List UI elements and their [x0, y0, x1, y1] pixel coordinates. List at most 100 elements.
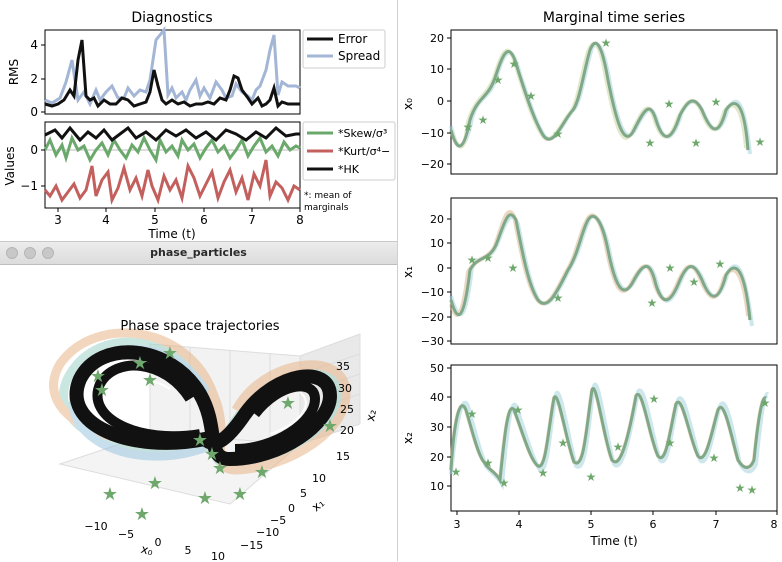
observation-star: ★: [664, 97, 675, 111]
observation-star: ★: [478, 113, 489, 127]
mean-line: [449, 213, 752, 321]
x2-tick-label: 35: [336, 360, 350, 373]
observation-star: ★: [558, 436, 569, 450]
marg-xtick-label: 8: [771, 518, 778, 531]
panel-ylabel: x₀: [401, 98, 415, 110]
phase-window-title: phase_particles: [150, 246, 247, 259]
error-line: [44, 39, 300, 109]
diag-xtick-label: 6: [200, 213, 208, 227]
particle-star: ★: [204, 444, 220, 465]
ytick-label: −20: [421, 311, 444, 324]
marg-xtick-label: 5: [588, 518, 595, 531]
mean-line: [449, 41, 750, 151]
marg-xtick-label: 6: [650, 518, 657, 531]
observation-star: ★: [553, 127, 564, 141]
close-window-button[interactable]: [6, 247, 18, 259]
observation-star: ★: [647, 296, 658, 310]
marginal-panel-x1: ★ ★ ★ ★ ★ ★ ★ ★ 20 10 0 −10 −20 −30 x₁: [401, 197, 778, 348]
observation-star: ★: [538, 466, 549, 480]
observation-star: ★: [586, 470, 597, 484]
rms-ytick-label: 4: [30, 38, 38, 52]
ytick-label: 0: [437, 262, 444, 275]
marginal-time-series-window[interactable]: Marginal time series ★ ★ ★ ★ ★ ★ ★ ★ ★ ★: [397, 0, 782, 561]
legend-label-spread: Spread: [338, 49, 380, 63]
legend-label-kurt: *Kurt/σ⁴−: [338, 145, 390, 158]
diag-xtick-label: 3: [54, 213, 62, 227]
ytick-label: 50: [430, 362, 444, 375]
panel-frame: [450, 364, 778, 512]
x2-tick-label: 20: [340, 424, 354, 437]
particle-star: ★: [280, 393, 296, 414]
x0-tick-label: 10: [211, 550, 225, 562]
x0-tick-label: 0: [155, 536, 162, 549]
observation-star: ★: [760, 396, 771, 410]
values-legend: *Skew/σ³ *Kurt/σ⁴− *HK: [302, 121, 396, 181]
panel-ylabel: x₂: [401, 432, 415, 444]
particle-stars: ★ ★ ★ ★ ★ ★ ★ ★ ★ ★ ★ ★ ★ ★ ★ ★: [90, 343, 338, 525]
particle-star: ★: [94, 380, 110, 401]
observation-star: ★: [601, 36, 612, 50]
diagnostics-window[interactable]: Diagnostics 0 2 4 RMS Error Spread: [0, 0, 397, 241]
ytick-label: −30: [421, 335, 444, 348]
marginal-figure: Marginal time series ★ ★ ★ ★ ★ ★ ★ ★ ★ ★: [401, 10, 778, 548]
observation-star: ★: [747, 483, 758, 497]
x0-axis: −10 −5 0 5 10 x₀: [84, 520, 225, 562]
observation-star: ★: [451, 465, 462, 479]
diag-xlabel: Time (t): [147, 227, 195, 241]
kurt-line: [43, 159, 301, 205]
observation-star: ★: [463, 120, 474, 134]
panel-yticks: 50 40 30 20 10: [430, 362, 451, 493]
particle-star: ★: [254, 462, 270, 483]
rms-ytick-label: 2: [30, 72, 38, 86]
particle-star: ★: [102, 484, 118, 505]
ytick-label: 10: [430, 63, 444, 76]
ytick-label: −10: [421, 286, 444, 299]
diag-xtick-label: 4: [102, 213, 110, 227]
values-yticks: 0 −1: [20, 143, 45, 193]
ytick-label: 0: [437, 95, 444, 108]
x2-tick-label: 15: [336, 450, 350, 463]
diag-xtick-label: 8: [296, 213, 304, 227]
diag-xtick-label: 5: [151, 213, 159, 227]
x2-axis: 35 30 25 20 15 x₂: [336, 360, 379, 463]
rms-ylabel: RMS: [7, 59, 21, 85]
observation-star: ★: [513, 403, 524, 417]
x1-tick-label: −10: [256, 526, 279, 539]
rms-axes-frame: [44, 29, 301, 115]
phase-3d-figure[interactable]: ★ ★ ★ ★ ★ ★ ★ ★ ★ ★ ★ ★ ★ ★ ★ ★ Phase sp…: [0, 264, 397, 562]
observation-star: ★: [665, 261, 676, 275]
ytick-label: 30: [430, 421, 444, 434]
observation-star: ★: [499, 476, 510, 490]
x1-tick-label: −15: [240, 539, 263, 552]
observation-star: ★: [665, 436, 676, 450]
x2-tick-label: 25: [340, 403, 354, 416]
marginal-panel-x2: ★ ★ ★ ★ ★ ★ ★ ★ ★ ★ ★ ★ ★ ★ ★ 50 40 30 2…: [401, 362, 778, 512]
x1-tick-label: 0: [288, 502, 295, 515]
x1-tick-label: 10: [312, 472, 326, 485]
ytick-label: 20: [430, 213, 444, 226]
marg-xlabel: Time (t): [589, 534, 637, 548]
phase-particles-window[interactable]: phase_particles ★ ★ ★: [0, 241, 397, 562]
ensemble-lines: [449, 41, 752, 155]
ensemble-lines: [449, 382, 770, 491]
legend-label-skew: *Skew/σ³: [338, 127, 387, 140]
values-ylabel: Values: [3, 146, 17, 185]
rms-legend: Error Spread: [302, 29, 386, 69]
values-panel: 0 −1 Values *Skew/σ³ *Kurt/σ⁴− *HK *: me…: [3, 121, 396, 213]
rms-ytick-label: 0: [30, 105, 38, 119]
particle-star: ★: [212, 458, 228, 479]
phase-window-titlebar[interactable]: phase_particles: [0, 242, 397, 265]
particle-star: ★: [162, 343, 178, 364]
particle-star: ★: [232, 484, 248, 505]
values-axes-frame: [44, 121, 301, 209]
observation-star: ★: [467, 407, 478, 421]
observation-star: ★: [715, 257, 726, 271]
legend-label-error: Error: [338, 32, 367, 46]
x1-tick-label: −5: [270, 514, 286, 527]
diag-xaxis: 3 4 5 6 7 8 Time (t): [54, 208, 304, 241]
ytick-label: 40: [430, 391, 444, 404]
mean-line: [449, 387, 768, 485]
zoom-window-button[interactable]: [42, 247, 54, 259]
observation-star: ★: [509, 57, 520, 71]
minimize-window-button[interactable]: [24, 247, 36, 259]
